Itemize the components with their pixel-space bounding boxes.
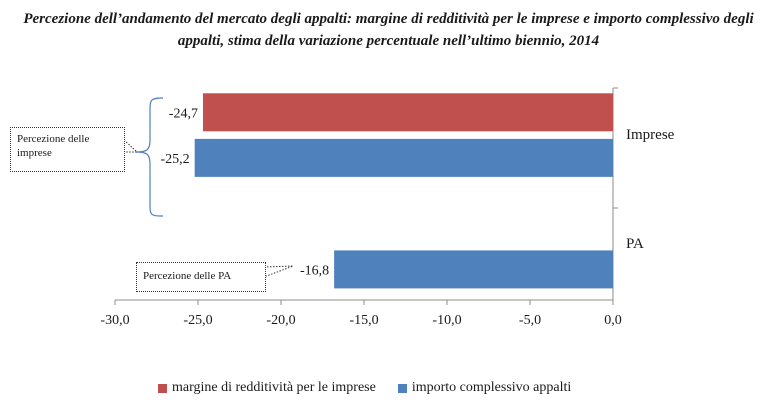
bar-importo-pa — [334, 250, 613, 289]
x-tick-label: -20,0 — [266, 313, 295, 328]
bars — [194, 93, 614, 289]
data-label-importo-imprese: -25,2 — [161, 152, 190, 167]
chart-title: Percezione dell’andamento del mercato de… — [0, 8, 777, 52]
data-label-margine-imprese: -24,7 — [169, 106, 198, 121]
legend-swatch-importo — [397, 383, 407, 393]
bar-importo-imprese — [194, 138, 613, 177]
x-tick-label: -30,0 — [100, 313, 129, 328]
x-tick-label: 0,0 — [604, 313, 622, 328]
data-labels: -24,7 -25,2 -16,8 — [161, 106, 330, 278]
imprese-brace — [135, 97, 164, 217]
bar-margine-imprese — [202, 93, 614, 132]
legend-item-margine: margine di redditività per le imprese — [158, 380, 376, 396]
legend: margine di redditività per le imprese im… — [158, 380, 571, 396]
x-tick-label: -5,0 — [519, 313, 541, 328]
imprese-annotation: Percezione delle imprese — [10, 127, 125, 172]
pa-callout-pointer — [263, 265, 294, 278]
legend-label-margine: margine di redditività per le imprese — [172, 380, 376, 395]
legend-swatch-margine — [158, 383, 167, 393]
legend-item-importo: importo complessivo appalti — [397, 380, 572, 396]
chart-title-line-1: Percezione dell’andamento del mercato de… — [23, 11, 754, 27]
category-labels: Imprese PA — [626, 127, 675, 252]
x-tick-label: -15,0 — [349, 313, 378, 328]
imprese-callout-pointer — [123, 138, 139, 153]
chart-title-line-2: appalti, stima della variazione percentu… — [177, 33, 600, 49]
pa-annotation: Percezione delle PA — [136, 262, 266, 292]
x-tick-label: -25,0 — [183, 313, 212, 328]
x-tick-label: -10,0 — [432, 313, 461, 328]
legend-label-importo: importo complessivo appalti — [411, 380, 572, 395]
data-label-importo-pa: -16,8 — [300, 263, 329, 278]
category-label-imprese: Imprese — [626, 127, 675, 143]
category-label-pa: PA — [626, 236, 644, 252]
